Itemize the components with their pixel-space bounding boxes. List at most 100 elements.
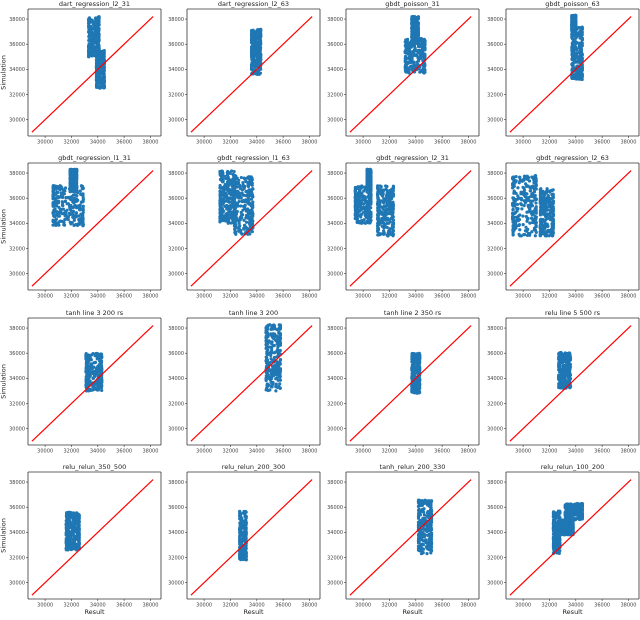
reference-line: [31, 16, 154, 133]
data-point: [259, 56, 263, 60]
data-point: [243, 203, 247, 208]
data-point: [573, 29, 578, 33]
data-point: [92, 384, 96, 388]
data-point: [365, 185, 369, 189]
data-point: [419, 39, 423, 43]
scatter-plot: 3000030000320003200034000340003600036000…: [487, 8, 640, 146]
data-point: [77, 219, 82, 223]
subplot: gbdt_regression_l1_31 30000 30000 32000 3200…: [0, 154, 162, 300]
y-tick-label: 30000: [9, 117, 25, 123]
data-point: [530, 230, 534, 234]
data-point: [388, 207, 392, 212]
data-point: [388, 193, 393, 197]
y-tick-label: 38000: [168, 171, 184, 177]
data-point: [546, 194, 550, 198]
y-tick-label: 38000: [9, 326, 25, 332]
data-point: [353, 185, 358, 190]
data-point: [61, 207, 66, 211]
data-point: [92, 45, 96, 49]
data-point: [368, 167, 372, 171]
data-point: [277, 364, 281, 368]
data-point: [412, 62, 416, 67]
data-point: [75, 204, 80, 208]
data-point: [92, 374, 97, 378]
data-point: [531, 212, 536, 216]
data-point: [386, 217, 390, 222]
data-point: [274, 389, 278, 393]
data-point: [224, 219, 228, 223]
data-point: [517, 214, 521, 218]
data-point: [580, 33, 584, 37]
data-point: [270, 342, 274, 346]
data-point: [523, 177, 527, 181]
data-point: [228, 181, 232, 186]
data-point: [574, 40, 578, 44]
data-point: [541, 201, 545, 205]
x-tick-label: 30000: [515, 140, 531, 146]
data-point: [549, 210, 553, 214]
data-point: [391, 229, 396, 233]
data-point: [239, 216, 243, 220]
y-tick-label: 32000: [168, 246, 184, 252]
y-tick-label: 38000: [327, 171, 343, 177]
x-tick-label: 38000: [621, 140, 637, 146]
x-tick-label: 36000: [116, 140, 132, 146]
data-point: [532, 217, 536, 221]
y-tick-label: 38000: [168, 17, 184, 23]
data-point: [385, 208, 390, 213]
data-point: [254, 48, 258, 52]
x-tick-label: 36000: [594, 140, 610, 146]
data-point: [233, 229, 237, 234]
data-point: [525, 233, 530, 237]
data-point: [51, 197, 55, 201]
data-point: [256, 28, 260, 32]
y-tick-label: 32000: [487, 92, 503, 98]
data-point: [239, 210, 243, 215]
data-point: [512, 189, 516, 193]
data-point: [274, 382, 278, 386]
data-point: [88, 50, 92, 54]
data-point: [534, 197, 538, 202]
data-point: [228, 207, 233, 211]
data-point: [249, 179, 254, 183]
data-point: [575, 56, 579, 60]
data-point: [95, 42, 99, 46]
data-point: [71, 213, 75, 217]
data-point: [420, 41, 424, 45]
data-point: [546, 213, 550, 217]
data-point: [88, 367, 92, 372]
data-point: [379, 199, 383, 203]
data-point: [81, 210, 85, 215]
data-point: [222, 196, 226, 200]
data-point: [534, 207, 538, 212]
data-point: [369, 172, 373, 176]
data-point: [270, 385, 274, 389]
subplot-title: gbdt_regression_l1_31: [58, 154, 131, 162]
data-point: [523, 201, 527, 205]
data-point: [410, 28, 415, 32]
data-point: [51, 202, 55, 206]
data-point: [571, 44, 575, 48]
y-tick-label: 38000: [327, 326, 343, 332]
data-point: [385, 225, 389, 229]
data-point: [72, 223, 76, 228]
y-tick-label: 32000: [168, 401, 184, 407]
data-point: [243, 223, 247, 228]
data-point: [511, 208, 515, 212]
data-point: [533, 234, 537, 238]
data-point: [551, 229, 555, 233]
data-point: [528, 221, 532, 225]
data-point: [382, 205, 386, 209]
data-point: [95, 24, 99, 28]
data-point: [544, 198, 548, 202]
data-point: [57, 211, 61, 215]
subplot: gbdt_poisson_63 30000 30000 32000 32000 34000…: [487, 0, 640, 146]
data-point: [542, 207, 546, 211]
data-point: [253, 65, 257, 69]
data-point: [72, 205, 76, 209]
data-point: [250, 54, 255, 58]
reference-line: [349, 170, 472, 287]
y-tick-label: 30000: [487, 271, 503, 277]
subplot: gbdt_poisson_31 30000 30000 32000 32000 34000…: [327, 0, 480, 146]
data-point: [84, 364, 88, 368]
